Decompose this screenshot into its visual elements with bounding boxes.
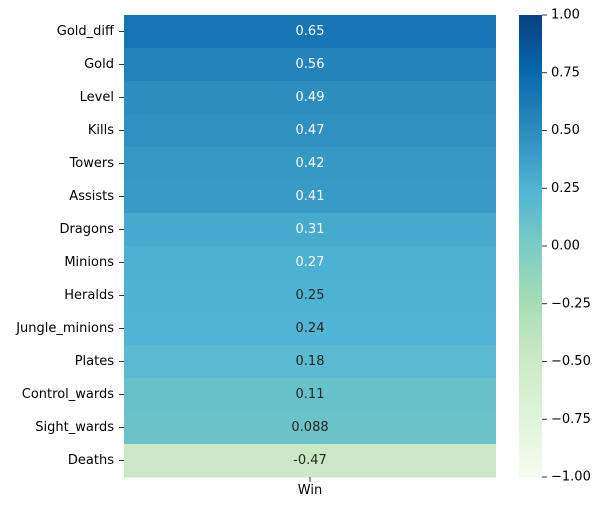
cell-annotation: 0.41 [296,189,325,204]
x-axis-labels: Win [298,477,322,498]
heatmap-cell-level [124,81,496,115]
cell-annotation: 0.47 [296,123,325,138]
heatmap-cell-plates [124,345,496,379]
cell-annotation: 0.27 [296,255,325,270]
y-tick-label: Assists [69,189,114,204]
y-tick-label: Jungle_minions [15,321,114,336]
y-tick-label: Plates [75,354,115,369]
y-tick-label: Gold [84,57,114,72]
heatmap-cell-gold [124,48,496,82]
cell-annotation: 0.42 [296,156,325,171]
y-tick-label: Sight_wards [35,420,114,435]
heatmap-cell-sight-wards [124,411,496,445]
cell-annotation: 0.31 [296,222,325,237]
colorbar-tick-label: 0.25 [551,181,580,196]
y-tick-label: Heralds [64,288,114,303]
cell-annotation: 0.65 [296,24,325,39]
colorbar-tick-label: −0.75 [551,412,591,427]
heatmap-cell-control-wards [124,378,496,412]
cell-annotation: -0.47 [293,453,327,468]
heatmap-cell-assists [124,180,496,214]
heatmap-cell-heralds [124,279,496,313]
heatmap-cell-dragons [124,213,496,247]
colorbar-tick-label: 0.50 [551,123,580,138]
heatmap-cells: 0.65 0.56 0.49 0.47 0.42 0.41 0.31 0.27 0.25 0.24… [124,15,496,478]
y-tick-label: Level [80,90,114,105]
cell-annotation: 0.088 [291,420,328,435]
colorbar-tick-label: 0.00 [551,239,580,254]
colorbar: 1.00 0.75 0.50 0.25 0.00 −0.25 −0.50 −0.75 −1.00 [519,8,591,485]
heatmap-cell-deaths [124,444,496,478]
cell-annotation: 0.56 [296,57,325,72]
heatmap-cell-jungle-minions [124,312,496,346]
y-axis-labels: Gold_diff Gold Level Kills Towers Assists Drag… [15,24,124,468]
colorbar-tick-label: −0.25 [551,296,591,311]
y-tick-label: Towers [69,156,115,171]
cell-annotation: 0.25 [296,288,325,303]
colorbar-gradient [519,15,542,477]
heatmap-cell-kills [124,114,496,148]
y-tick-label: Minions [64,255,114,270]
x-tick-label: Win [298,483,322,498]
heatmap-cell-minions [124,246,496,280]
cell-annotation: 0.49 [296,90,325,105]
colorbar-tick-label: 0.75 [551,65,580,80]
heatmap-cell-gold-diff [124,15,496,49]
colorbar-tick-label: −0.50 [551,354,591,369]
colorbar-tick-label: −1.00 [551,470,591,485]
cell-annotation: 0.18 [296,354,325,369]
y-tick-label: Gold_diff [57,24,115,39]
heatmap-cell-towers [124,147,496,181]
colorbar-tick-label: 1.00 [551,8,580,23]
y-tick-label: Kills [88,123,114,138]
y-tick-label: Deaths [68,453,114,468]
y-tick-label: Dragons [59,222,114,237]
y-tick-label: Control_wards [22,387,114,402]
cell-annotation: 0.24 [296,321,325,336]
cell-annotation: 0.11 [296,387,325,402]
